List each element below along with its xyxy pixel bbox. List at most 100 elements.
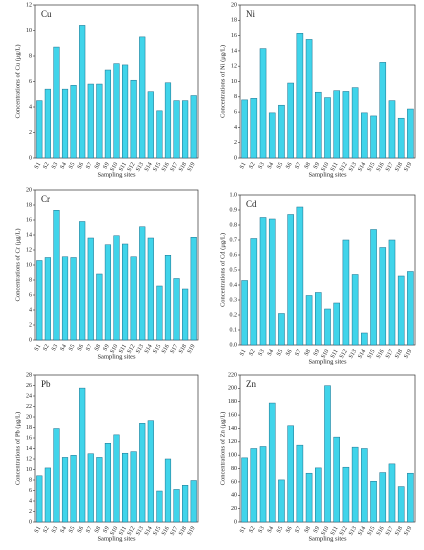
bar bbox=[70, 85, 77, 159]
chart-title: Cd bbox=[246, 199, 257, 209]
bar bbox=[342, 239, 350, 346]
y-tick-label: 26 bbox=[26, 383, 32, 389]
bar bbox=[379, 247, 387, 346]
bar bbox=[173, 278, 180, 341]
bar bbox=[147, 420, 154, 523]
x-tick-label: S10 bbox=[110, 344, 120, 355]
x-tick-label: S1 bbox=[239, 526, 247, 534]
y-tick-label: 20 bbox=[231, 506, 237, 512]
x-tick-label: S17 bbox=[170, 344, 180, 355]
x-tick-label: S12 bbox=[127, 526, 137, 537]
y-tick-label: 0.3 bbox=[230, 297, 238, 303]
y-tick-label: 8 bbox=[234, 94, 237, 100]
bar bbox=[370, 115, 377, 159]
y-tick-label: 140 bbox=[228, 426, 237, 432]
y-tick-label: 200 bbox=[228, 386, 237, 392]
chart-title: Ni bbox=[246, 9, 255, 19]
y-tick-label: 18 bbox=[26, 202, 32, 208]
y-tick-label: 0.5 bbox=[230, 267, 238, 273]
x-tick-label: S17 bbox=[170, 162, 180, 173]
x-tick-label: S14 bbox=[144, 162, 154, 173]
bar bbox=[104, 244, 112, 341]
y-tick-label: 1.0 bbox=[230, 192, 238, 198]
chart-title: Cu bbox=[41, 9, 52, 19]
x-tick-label: S17 bbox=[385, 162, 395, 173]
bar bbox=[342, 466, 350, 523]
x-tick-label: S17 bbox=[170, 526, 180, 537]
y-tick-label: 180 bbox=[228, 399, 237, 405]
bar bbox=[164, 82, 172, 159]
x-axis-label: Sampling sites bbox=[97, 535, 136, 542]
x-tick-label: S9 bbox=[102, 162, 110, 170]
y-tick-label: 6 bbox=[234, 109, 237, 115]
x-tick-label: S1 bbox=[239, 349, 247, 357]
x-axis-label: Sampling sites bbox=[97, 171, 136, 178]
y-tick-label: 28 bbox=[26, 372, 32, 378]
bar bbox=[121, 243, 129, 341]
bar bbox=[36, 100, 43, 159]
x-tick-label: S11 bbox=[118, 162, 128, 173]
x-tick-label: S5 bbox=[276, 162, 284, 170]
x-tick-label: S5 bbox=[68, 162, 76, 170]
bar bbox=[87, 453, 94, 523]
y-tick-label: 220 bbox=[228, 372, 237, 378]
x-tick-label: S18 bbox=[394, 526, 404, 537]
x-tick-label: S16 bbox=[376, 162, 386, 173]
bar bbox=[315, 292, 322, 346]
y-tick-label: 4 bbox=[29, 307, 32, 313]
x-tick-label: S12 bbox=[127, 344, 137, 355]
x-tick-label: S19 bbox=[403, 162, 413, 173]
x-tick-label: S1 bbox=[239, 162, 247, 170]
bar bbox=[70, 257, 77, 341]
x-tick-label: S6 bbox=[77, 526, 85, 534]
y-axis-label: Concentrations of Ni (μg/L) bbox=[219, 45, 226, 118]
x-tick-label: S10 bbox=[321, 349, 331, 360]
x-tick-label: S10 bbox=[321, 526, 331, 537]
bar bbox=[36, 475, 43, 523]
bar bbox=[156, 285, 163, 341]
x-tick-label: S5 bbox=[68, 526, 76, 534]
x-tick-label: S14 bbox=[144, 526, 154, 537]
y-tick-label: 24 bbox=[26, 393, 32, 399]
bar bbox=[333, 302, 340, 346]
bar bbox=[96, 83, 103, 159]
x-tick-label: S15 bbox=[367, 349, 377, 360]
bar bbox=[130, 451, 137, 523]
bar bbox=[53, 210, 60, 341]
x-tick-label: S2 bbox=[42, 162, 50, 170]
x-tick-label: S11 bbox=[330, 349, 340, 360]
x-tick-label: S10 bbox=[110, 526, 120, 537]
x-tick-label: S15 bbox=[152, 526, 162, 537]
x-tick-label: S1 bbox=[34, 162, 42, 170]
x-tick-label: S8 bbox=[304, 349, 312, 357]
bar bbox=[156, 110, 163, 159]
x-tick-label: S9 bbox=[313, 526, 321, 534]
x-tick-label: S2 bbox=[42, 344, 50, 352]
x-tick-label: S12 bbox=[339, 162, 349, 173]
y-tick-label: 0 bbox=[29, 337, 32, 343]
bar bbox=[121, 452, 129, 523]
bar bbox=[397, 275, 405, 346]
x-tick-label: S9 bbox=[102, 344, 110, 352]
bar bbox=[147, 237, 154, 341]
x-tick-label: S16 bbox=[161, 526, 171, 537]
bar bbox=[147, 91, 154, 159]
x-tick-label: S3 bbox=[51, 526, 59, 534]
x-tick-label: S10 bbox=[321, 162, 331, 173]
y-tick-label: 12 bbox=[26, 456, 32, 462]
bar bbox=[351, 274, 359, 346]
y-tick-label: 20 bbox=[231, 2, 237, 8]
chart-title: Pb bbox=[41, 379, 51, 389]
bar bbox=[268, 218, 276, 346]
x-tick-label: S9 bbox=[313, 162, 321, 170]
y-tick-label: 22 bbox=[26, 404, 32, 410]
y-tick-label: 14 bbox=[26, 446, 32, 452]
y-tick-label: 10 bbox=[26, 262, 32, 268]
x-tick-label: S4 bbox=[60, 344, 68, 352]
y-tick-label: 10 bbox=[26, 467, 32, 473]
x-tick-label: S12 bbox=[127, 162, 137, 173]
y-tick-label: 0.0 bbox=[230, 342, 238, 348]
x-tick-label: S16 bbox=[376, 526, 386, 537]
bar bbox=[370, 480, 377, 523]
x-tick-label: S19 bbox=[187, 526, 197, 537]
